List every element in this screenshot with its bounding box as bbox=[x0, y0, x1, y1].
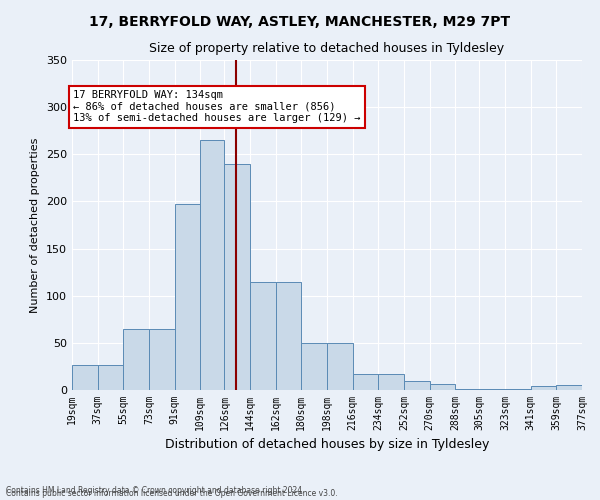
Bar bbox=[327, 343, 353, 390]
Bar bbox=[430, 384, 455, 390]
Text: 17, BERRYFOLD WAY, ASTLEY, MANCHESTER, M29 7PT: 17, BERRYFOLD WAY, ASTLEY, MANCHESTER, M… bbox=[89, 15, 511, 29]
Bar bbox=[175, 204, 200, 390]
Bar bbox=[404, 380, 430, 390]
Bar bbox=[200, 140, 224, 390]
Bar bbox=[353, 374, 378, 390]
Bar bbox=[250, 282, 276, 390]
Text: Contains HM Land Registry data © Crown copyright and database right 2024.: Contains HM Land Registry data © Crown c… bbox=[6, 486, 305, 495]
Bar bbox=[455, 389, 479, 390]
Bar bbox=[556, 386, 582, 390]
Y-axis label: Number of detached properties: Number of detached properties bbox=[31, 138, 40, 312]
Bar bbox=[276, 282, 301, 390]
Bar bbox=[505, 389, 531, 390]
Bar bbox=[149, 328, 175, 390]
Text: 17 BERRYFOLD WAY: 134sqm
← 86% of detached houses are smaller (856)
13% of semi-: 17 BERRYFOLD WAY: 134sqm ← 86% of detach… bbox=[73, 90, 361, 124]
Bar bbox=[301, 343, 327, 390]
Bar bbox=[224, 164, 250, 390]
Bar bbox=[123, 328, 149, 390]
X-axis label: Distribution of detached houses by size in Tyldesley: Distribution of detached houses by size … bbox=[165, 438, 489, 452]
Bar bbox=[98, 364, 123, 390]
Title: Size of property relative to detached houses in Tyldesley: Size of property relative to detached ho… bbox=[149, 42, 505, 54]
Text: Contains public sector information licensed under the Open Government Licence v3: Contains public sector information licen… bbox=[6, 488, 338, 498]
Bar bbox=[72, 364, 98, 390]
Bar bbox=[531, 386, 556, 390]
Bar bbox=[479, 389, 505, 390]
Bar bbox=[378, 374, 404, 390]
